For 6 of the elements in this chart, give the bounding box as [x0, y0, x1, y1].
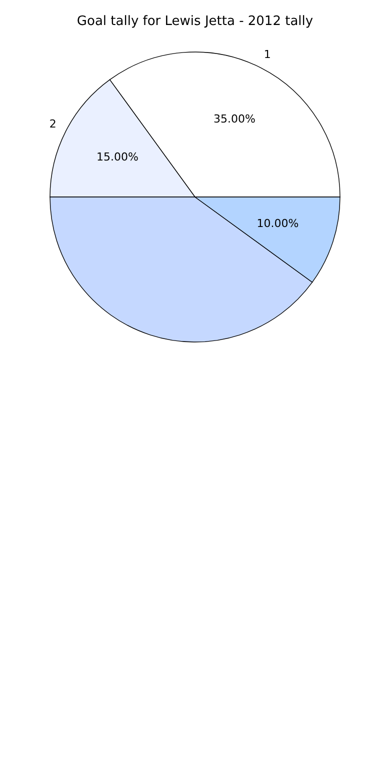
slice-label: 1 — [264, 48, 271, 61]
chart-title: Goal tally for Lewis Jetta - 2012 tally — [76, 14, 314, 29]
slice-label: 2 — [49, 118, 56, 131]
data-label: 35.00% — [214, 112, 256, 126]
data-label: 15.00% — [96, 150, 138, 164]
data-label: 10.00% — [256, 216, 299, 230]
